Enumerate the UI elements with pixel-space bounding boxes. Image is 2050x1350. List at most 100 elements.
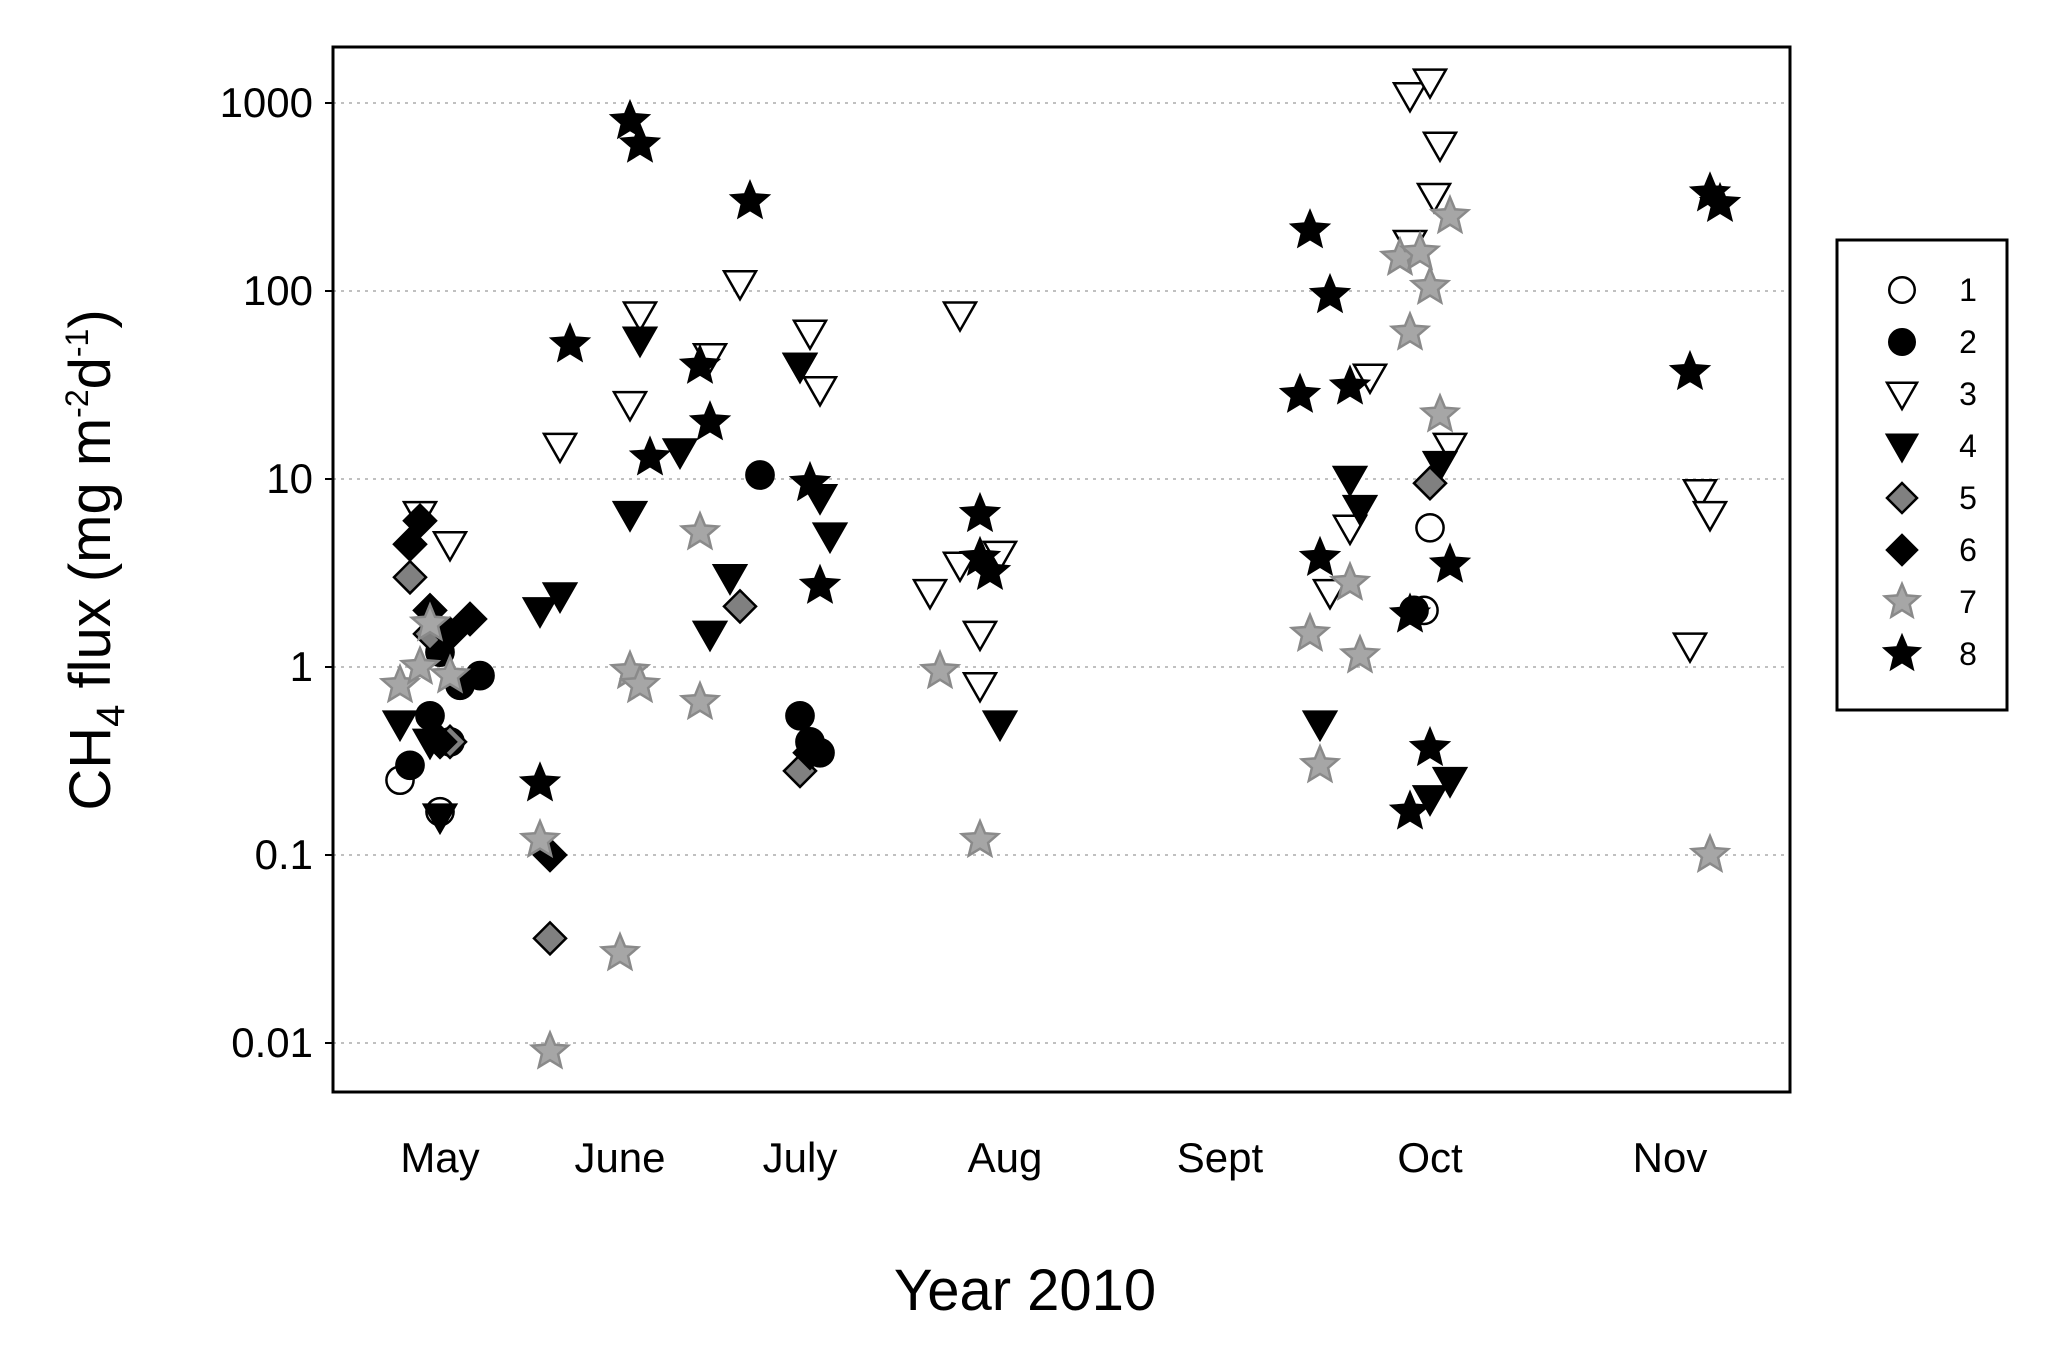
legend-item: 5 xyxy=(1885,480,1977,516)
legend-label: 5 xyxy=(1959,480,1977,516)
y-axis-title-sup2: -1 xyxy=(59,329,95,357)
data-point xyxy=(1431,766,1469,799)
data-point xyxy=(1408,725,1452,767)
data-point xyxy=(1698,181,1742,223)
data-point xyxy=(1331,465,1369,498)
data-point xyxy=(1341,494,1379,527)
data-point xyxy=(798,563,842,604)
data-point xyxy=(811,522,849,555)
data-point xyxy=(598,931,642,972)
data-point xyxy=(745,460,775,490)
legend-box xyxy=(1835,238,2009,712)
data-point xyxy=(628,435,672,476)
data-point xyxy=(961,620,999,653)
series-2 xyxy=(395,460,1429,781)
x-month-label: Nov xyxy=(1633,1134,1708,1181)
data-point xyxy=(678,510,722,551)
data-point xyxy=(1691,500,1729,533)
data-point xyxy=(518,761,562,802)
legend-marker xyxy=(1881,580,1923,620)
data-point xyxy=(618,662,662,704)
x-month-label: Oct xyxy=(1397,1134,1463,1181)
x-axis-month-labels: May June July Aug Sept Oct Nov xyxy=(400,1134,1707,1181)
series-5 xyxy=(392,465,1448,957)
series-7 xyxy=(378,193,1732,1070)
data-point xyxy=(465,660,495,691)
data-point xyxy=(1391,81,1429,114)
legend-label: 6 xyxy=(1959,532,1977,568)
legend-label: 8 xyxy=(1959,636,1977,672)
data-point xyxy=(728,179,772,220)
data-point xyxy=(1328,560,1372,601)
data-point xyxy=(548,322,592,363)
y-axis-title-mid: flux (mg m xyxy=(58,418,123,705)
y-axis-title-sup1: -2 xyxy=(59,389,95,417)
data-point xyxy=(392,526,428,562)
data-point xyxy=(958,817,1002,859)
data-point xyxy=(422,724,458,760)
data-point xyxy=(722,588,758,625)
data-point xyxy=(1671,632,1709,665)
data-point xyxy=(1411,785,1449,817)
y-axis-title-sub: 4 xyxy=(89,705,133,727)
y-tick-label: 10 xyxy=(266,455,313,502)
data-point xyxy=(611,390,649,423)
legend-label: 2 xyxy=(1959,324,1977,360)
y-axis-tick-labels: 0.01 0.1 1 10 100 1000 xyxy=(220,79,333,1066)
data-point xyxy=(678,343,722,384)
data-point xyxy=(961,671,999,704)
legend-item: 4 xyxy=(1884,428,1977,464)
legend-label: 7 xyxy=(1959,584,1977,620)
data-point xyxy=(918,648,962,690)
data-point xyxy=(1408,264,1452,306)
legend-item: 3 xyxy=(1884,376,1977,412)
data-point xyxy=(398,644,442,686)
data-point xyxy=(791,319,829,352)
data-point xyxy=(721,269,759,302)
data-point xyxy=(521,597,559,629)
data-point xyxy=(1428,542,1472,583)
data-point xyxy=(518,817,562,859)
data-points xyxy=(378,68,1742,1070)
legend-label: 1 xyxy=(1959,272,1977,308)
x-month-label: May xyxy=(400,1134,479,1181)
data-point xyxy=(981,710,1019,743)
data-point xyxy=(621,301,659,334)
y-tick-label: 0.01 xyxy=(231,1019,313,1066)
data-point xyxy=(1278,372,1322,413)
series-4 xyxy=(381,326,1469,836)
data-point xyxy=(1398,230,1442,271)
data-point xyxy=(428,653,472,694)
data-point xyxy=(1418,392,1462,433)
x-month-label: Aug xyxy=(968,1134,1043,1181)
y-axis-title: CH4 flux (mg m-2d-1) xyxy=(58,309,133,810)
data-point xyxy=(1298,535,1342,577)
data-point xyxy=(541,432,579,465)
data-point xyxy=(1388,592,1432,633)
data-point xyxy=(408,601,452,642)
y-axis-title-suffix: ) xyxy=(58,309,123,328)
data-point xyxy=(1338,633,1382,674)
data-point xyxy=(1421,131,1459,164)
data-point xyxy=(1311,578,1349,611)
y-tick-label: 1000 xyxy=(220,79,313,126)
data-point xyxy=(421,803,459,836)
legend-item: 2 xyxy=(1888,324,1977,360)
data-point xyxy=(1431,432,1469,465)
data-point xyxy=(621,326,659,359)
data-point xyxy=(1415,512,1445,543)
legend-item: 6 xyxy=(1885,532,1977,568)
data-point xyxy=(1328,364,1372,405)
y-tick-label: 0.1 xyxy=(255,831,313,878)
data-point xyxy=(1301,710,1339,743)
plot-area-frame xyxy=(331,45,1792,1094)
data-point xyxy=(541,582,579,615)
data-point xyxy=(611,500,649,533)
data-point xyxy=(801,376,839,408)
data-point xyxy=(911,578,949,611)
x-month-label: June xyxy=(574,1134,665,1181)
data-point xyxy=(1298,743,1342,784)
legend-items: 1 2 3 4 5 6 7 8 xyxy=(1881,272,1977,672)
y-tick-label: 1 xyxy=(290,643,313,690)
data-point xyxy=(395,750,425,781)
